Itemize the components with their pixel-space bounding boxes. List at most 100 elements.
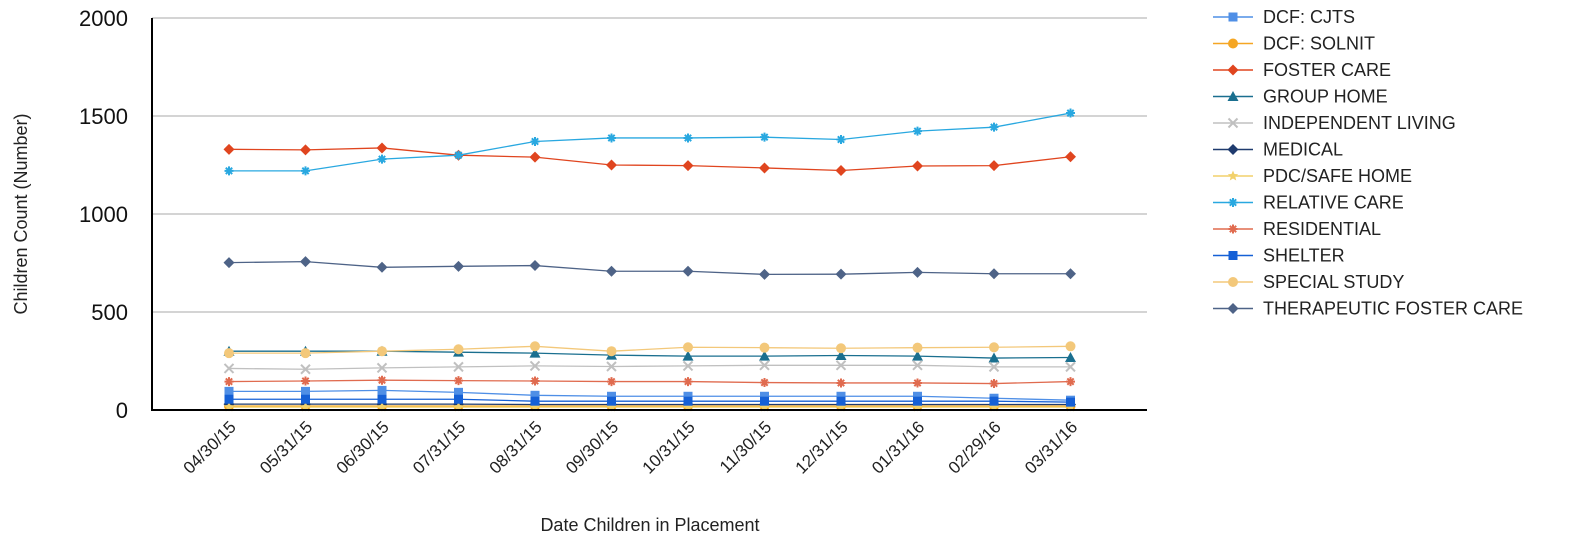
data-point <box>453 344 464 355</box>
data-point <box>1065 351 1076 362</box>
data-point <box>683 396 693 406</box>
legend-item-shelter: SHELTER <box>1213 246 1345 266</box>
legend-label: RELATIVE CARE <box>1263 193 1404 213</box>
data-point <box>377 154 387 164</box>
data-point <box>530 396 540 406</box>
data-point <box>913 378 922 388</box>
data-point <box>989 379 999 389</box>
data-point <box>377 375 387 385</box>
data-point <box>301 394 310 404</box>
x-tick-label: 12/31/15 <box>792 417 852 477</box>
axes <box>151 18 1147 411</box>
data-point <box>301 386 310 396</box>
legend-label: INDEPENDENT LIVING <box>1263 113 1456 133</box>
legend-label: DCF: SOLNIT <box>1263 34 1375 54</box>
y-tick-label: 1000 <box>79 202 128 227</box>
legend: DCF: CJTS DCF: SOLNIT FOSTER CARE GROUP HOM… <box>1213 7 1523 319</box>
data-point <box>683 133 693 143</box>
data-point <box>760 132 769 142</box>
data-point <box>1066 397 1075 407</box>
data-point <box>683 391 693 401</box>
y-tick-label: 2000 <box>79 6 128 31</box>
data-point <box>301 376 310 386</box>
legend-marker <box>1228 12 1238 22</box>
legend-label: FOSTER CARE <box>1263 60 1391 80</box>
legend-item-relative-care: RELATIVE CARE <box>1213 193 1404 213</box>
data-point <box>989 396 999 406</box>
data-point <box>224 348 234 359</box>
series-line-dcf-cjts <box>229 389 1071 401</box>
legend-marker <box>1227 170 1239 181</box>
data-point <box>912 350 923 361</box>
data-point <box>453 260 464 272</box>
series-layer <box>223 108 1076 412</box>
legend-item-group-home: GROUP HOME <box>1213 87 1388 107</box>
series-line-independent-living <box>228 364 1071 370</box>
data-point <box>224 377 234 387</box>
data-point <box>760 378 769 388</box>
legend-marker <box>1227 91 1239 101</box>
data-point <box>606 346 617 357</box>
data-point <box>376 261 388 273</box>
series-dcf-cjts <box>224 385 1075 405</box>
data-point <box>377 385 387 395</box>
series-line-special-study <box>229 345 1071 354</box>
data-point <box>607 133 616 143</box>
x-tick-label: 03/31/16 <box>1021 417 1081 477</box>
data-point <box>759 342 770 353</box>
data-point <box>529 260 541 272</box>
legend-marker <box>1228 277 1238 287</box>
series-line-therapeutic-foster-care <box>228 260 1071 276</box>
data-point <box>224 386 234 396</box>
series-special-study <box>224 341 1076 359</box>
legend-item-independent-living: INDEPENDENT LIVING <box>1213 113 1456 133</box>
data-point <box>988 361 1000 373</box>
legend-marker <box>1228 251 1238 260</box>
series-line-shelter <box>229 398 1071 403</box>
data-point <box>682 160 694 172</box>
series-shelter <box>224 394 1075 407</box>
x-tick-label: 05/31/15 <box>256 417 316 477</box>
x-tick-label: 02/29/16 <box>945 417 1005 477</box>
data-point <box>760 396 769 406</box>
data-point <box>683 342 693 353</box>
data-point <box>607 391 616 401</box>
data-point <box>682 265 694 277</box>
x-tick-label: 09/30/15 <box>562 417 622 477</box>
data-point <box>300 256 311 268</box>
data-point <box>683 377 693 387</box>
legend-item-medical: MEDICAL <box>1213 140 1343 160</box>
data-point <box>224 166 234 176</box>
legend-marker <box>1227 144 1239 155</box>
data-point <box>835 360 847 371</box>
data-point <box>606 361 617 372</box>
y-tick-label: 0 <box>116 398 128 423</box>
data-point <box>836 343 846 354</box>
x-tick-label: 06/30/15 <box>333 417 393 477</box>
data-point <box>300 348 311 359</box>
legend-marker <box>1227 64 1239 76</box>
data-point <box>1065 361 1076 373</box>
legend-item-residential: RESIDENTIAL <box>1213 219 1381 239</box>
data-point <box>682 360 694 372</box>
legend-item-special-study: SPECIAL STUDY <box>1213 272 1404 292</box>
data-point <box>530 376 540 386</box>
data-point <box>300 364 311 375</box>
data-point <box>912 160 923 172</box>
series-therapeutic-foster-care <box>223 256 1076 280</box>
data-point <box>835 164 847 176</box>
series-independent-living <box>223 360 1076 375</box>
data-point <box>912 266 923 278</box>
data-point <box>454 150 463 160</box>
series-medical <box>223 398 1076 411</box>
data-point <box>836 135 846 145</box>
legend-label: PDC/SAFE HOME <box>1263 166 1412 186</box>
legend-item-dcf-cjts: DCF: CJTS <box>1213 7 1355 27</box>
data-point <box>913 126 922 136</box>
legend-marker <box>1228 224 1238 234</box>
x-tick-label: 01/31/16 <box>868 417 928 477</box>
legend-item-dcf-solnit: DCF: SOLNIT <box>1213 34 1375 54</box>
data-point <box>1065 341 1076 352</box>
legend-marker <box>1228 38 1238 49</box>
x-axis-title: Date Children in Placement <box>540 515 759 535</box>
